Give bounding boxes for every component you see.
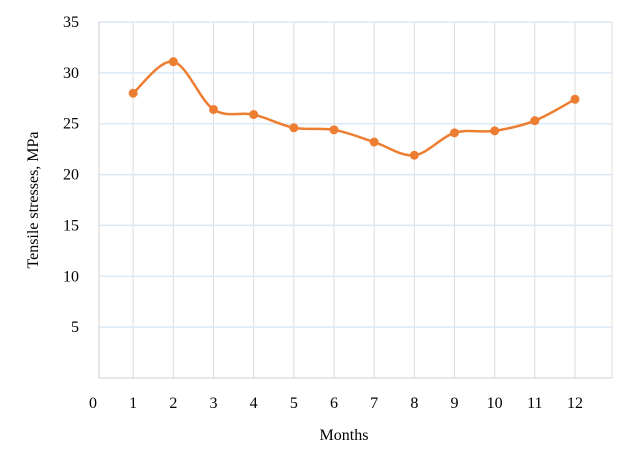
x-tick-11: 11	[527, 395, 542, 412]
data-point-month-9	[450, 128, 459, 138]
data-point-month-2	[168, 57, 178, 67]
vertical-gridlines	[132, 22, 613, 378]
x-tick-9: 9	[451, 395, 459, 412]
y-axis-title: Tensile stresses, MPa	[25, 131, 42, 268]
x-tick-2: 2	[169, 395, 177, 412]
y-tick-25: 25	[63, 116, 79, 133]
y-tick-5: 5	[71, 319, 79, 336]
data-point-month-10	[490, 126, 500, 136]
y-tick-30: 30	[63, 65, 79, 82]
x-tick-6: 6	[330, 395, 338, 412]
x-tick-1: 1	[129, 395, 137, 412]
plot-area	[99, 22, 612, 378]
y-tick-20: 20	[63, 167, 79, 184]
x-tick-12: 12	[567, 395, 583, 412]
y-tick-10: 10	[63, 268, 79, 285]
y-tick-35: 35	[63, 14, 79, 31]
y-tick-labels: 5 10 15 20 25 30 35	[63, 14, 79, 336]
series-group	[128, 57, 580, 160]
y-tick-15: 15	[63, 217, 79, 234]
x-tick-4: 4	[250, 395, 258, 412]
data-point-month-1	[128, 88, 138, 98]
axes	[98, 22, 612, 379]
x-tick-7: 7	[370, 395, 378, 412]
x-tick-labels: 0 1 2 3 4 5 6 7 8 9 10 11 12	[89, 395, 583, 412]
data-point-month-6	[329, 125, 339, 135]
data-point-month-11	[530, 116, 540, 126]
data-point-month-12	[570, 94, 580, 104]
x-axis-title: Months	[320, 427, 369, 444]
x-tick-10: 10	[487, 395, 503, 412]
data-point-month-5	[289, 123, 299, 133]
x-tick-0: 0	[89, 395, 97, 412]
x-tick-3: 3	[210, 395, 218, 412]
x-tick-8: 8	[410, 395, 418, 412]
x-tick-5: 5	[290, 395, 298, 412]
data-point-month-4	[249, 110, 259, 120]
data-point-month-3	[209, 104, 218, 114]
horizontal-gridlines	[99, 21, 612, 328]
data-point-month-7	[369, 137, 379, 147]
data-point-month-8	[409, 150, 419, 160]
